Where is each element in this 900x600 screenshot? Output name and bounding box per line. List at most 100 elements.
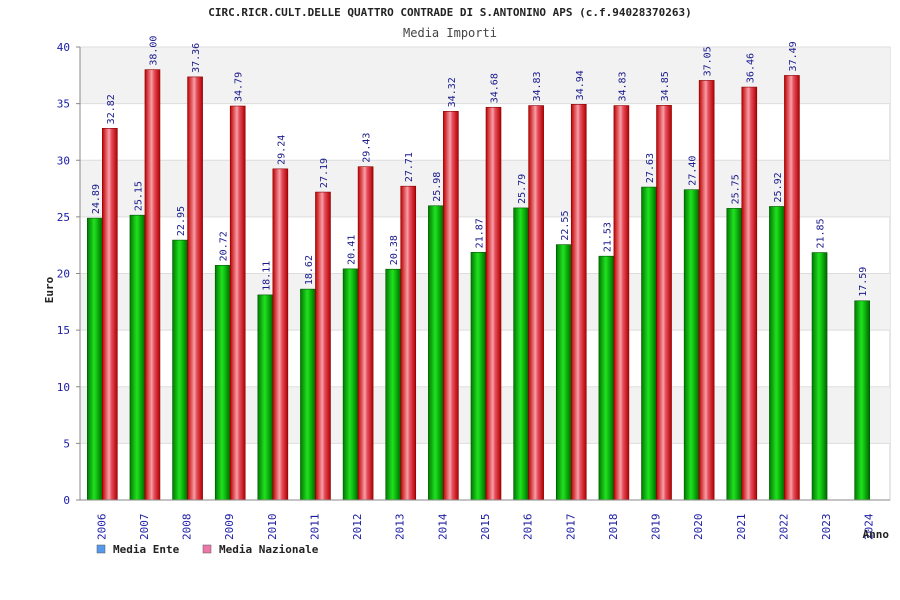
bar-media-ente-label: 25.15: [133, 181, 144, 211]
bar-media-nazionale: [570, 104, 587, 501]
bar-media-ente: [87, 217, 103, 501]
bar-media-ente-label: 17.59: [858, 267, 869, 297]
x-tick-label: 2018: [607, 514, 620, 541]
bar-media-nazionale-label: 34.68: [490, 73, 501, 103]
x-tick-label: 2010: [266, 514, 279, 541]
bar-media-ente-label: 25.75: [730, 174, 741, 204]
bar-media-ente: [513, 207, 529, 501]
bar-media-nazionale-label: 38.00: [148, 36, 159, 66]
bar-media-nazionale: [357, 166, 374, 501]
legend-label: Media Nazionale: [219, 543, 319, 556]
bar-media-ente: [214, 265, 231, 501]
bar-media-ente-label: 21.87: [475, 218, 486, 248]
x-tick-label: 2007: [138, 514, 151, 541]
bar-media-nazionale: [400, 185, 417, 501]
x-tick-label: 2023: [820, 514, 833, 541]
bar-media-nazionale-label: 34.85: [660, 71, 671, 101]
chart-title: CIRC.RICR.CULT.DELLE QUATTRO CONTRADE DI…: [208, 6, 691, 19]
bar-media-ente-label: 20.41: [347, 235, 358, 265]
bar-media-ente-label: 24.89: [91, 184, 102, 214]
bar-media-nazionale: [443, 111, 459, 501]
bar-media-nazionale: [102, 128, 118, 501]
bar-media-ente-label: 18.11: [261, 261, 272, 291]
x-tick-label: 2011: [308, 514, 321, 541]
bar-media-ente-label: 20.38: [389, 235, 400, 265]
bar-media-nazionale-label: 29.24: [276, 135, 287, 165]
bar-media-nazionale: [613, 105, 630, 501]
bar-media-ente-label: 27.63: [645, 153, 656, 183]
legend: Media Ente Media Nazionale: [96, 543, 319, 556]
x-tick-label: 2020: [692, 514, 705, 541]
legend-label: Media Ente: [113, 543, 180, 556]
bar-media-nazionale-label: 27.19: [319, 158, 330, 188]
bar-media-ente: [854, 300, 870, 501]
bar-media-nazionale: [656, 105, 672, 501]
bar-media-nazionale-label: 27.71: [404, 152, 415, 182]
bar-media-ente: [300, 288, 316, 501]
bar-media-ente: [342, 268, 359, 501]
legend-swatch: [96, 544, 106, 554]
bar-media-nazionale-label: 34.32: [447, 77, 458, 107]
bar-media-nazionale-label: 37.36: [191, 43, 202, 73]
bar-media-nazionale: [315, 191, 331, 501]
bar-media-ente: [555, 244, 572, 501]
x-axis: 2006 2007 2008 2009 2010 2011 2012 2013 2014 2015…: [80, 499, 890, 541]
bar-media-nazionale: [741, 86, 758, 501]
x-tick-label: 2013: [394, 514, 407, 541]
bar-media-nazionale: [144, 69, 161, 501]
bar-media-nazionale: [698, 80, 715, 501]
bar-media-nazionale: [229, 105, 246, 501]
bar-media-ente-label: 22.95: [176, 206, 187, 236]
y-tick-label: 10: [57, 381, 70, 394]
y-tick-label: 25: [57, 211, 70, 224]
x-tick-label: 2009: [223, 514, 236, 541]
bar-media-ente-label: 21.53: [602, 222, 613, 252]
x-tick-label: 2006: [95, 514, 108, 541]
y-axis: 0 5 10 15 20 25 30 35 40: [57, 41, 81, 507]
x-tick-label: 2008: [181, 514, 194, 541]
x-tick-label: 2021: [735, 514, 748, 541]
x-tick-label: 2014: [436, 513, 449, 540]
bar-media-ente: [683, 189, 700, 501]
x-tick-label: 2017: [564, 514, 577, 541]
x-tick-label: 2022: [777, 514, 790, 541]
x-tick-label: 2019: [650, 514, 663, 541]
bar-media-ente: [769, 206, 785, 501]
x-tick-label: 2012: [351, 514, 364, 541]
bar-media-nazionale-label: 37.05: [703, 46, 714, 76]
bar-media-ente-label: 20.72: [219, 231, 230, 261]
bar-media-ente: [129, 214, 146, 501]
bar-media-nazionale: [528, 105, 544, 501]
y-tick-label: 30: [57, 154, 70, 167]
bar-media-nazionale: [485, 106, 502, 501]
bar-media-nazionale-label: 34.94: [575, 70, 586, 100]
y-tick-label: 35: [57, 98, 70, 111]
x-tick-label: 2024: [863, 513, 876, 540]
bar-media-ente: [641, 186, 657, 501]
y-tick-label: 0: [63, 494, 70, 507]
bar-media-nazionale: [272, 168, 289, 501]
y-tick-label: 15: [57, 324, 70, 337]
bar-media-nazionale-label: 37.49: [788, 41, 799, 71]
bar-media-nazionale-label: 34.79: [234, 72, 245, 102]
y-tick-label: 20: [57, 268, 70, 281]
x-tick-label: 2016: [522, 514, 535, 541]
x-tick-label: 2015: [479, 514, 492, 541]
bar-media-nazionale-label: 34.83: [532, 71, 543, 101]
bar-media-ente-label: 25.98: [432, 172, 443, 202]
bar-media-nazionale-label: 36.46: [745, 53, 756, 83]
bars: 24.89 32.82 25.15 38.00 22.95 37.36 20.72 34.79…: [87, 36, 870, 501]
bar-media-ente: [172, 239, 188, 501]
bar-media-ente-label: 25.79: [517, 174, 528, 204]
x-axis-label: Anno: [863, 528, 890, 541]
bar-media-ente: [470, 252, 487, 501]
bar-media-ente: [385, 268, 402, 501]
legend-swatch: [202, 544, 212, 554]
bar-media-ente-label: 18.62: [304, 255, 315, 285]
bar-media-ente-label: 25.92: [773, 172, 784, 202]
chart-subtitle: Media Importi: [403, 26, 497, 40]
bar-media-ente-label: 27.40: [688, 156, 699, 186]
bar-media-ente: [598, 255, 615, 501]
bar-media-ente: [811, 252, 828, 501]
